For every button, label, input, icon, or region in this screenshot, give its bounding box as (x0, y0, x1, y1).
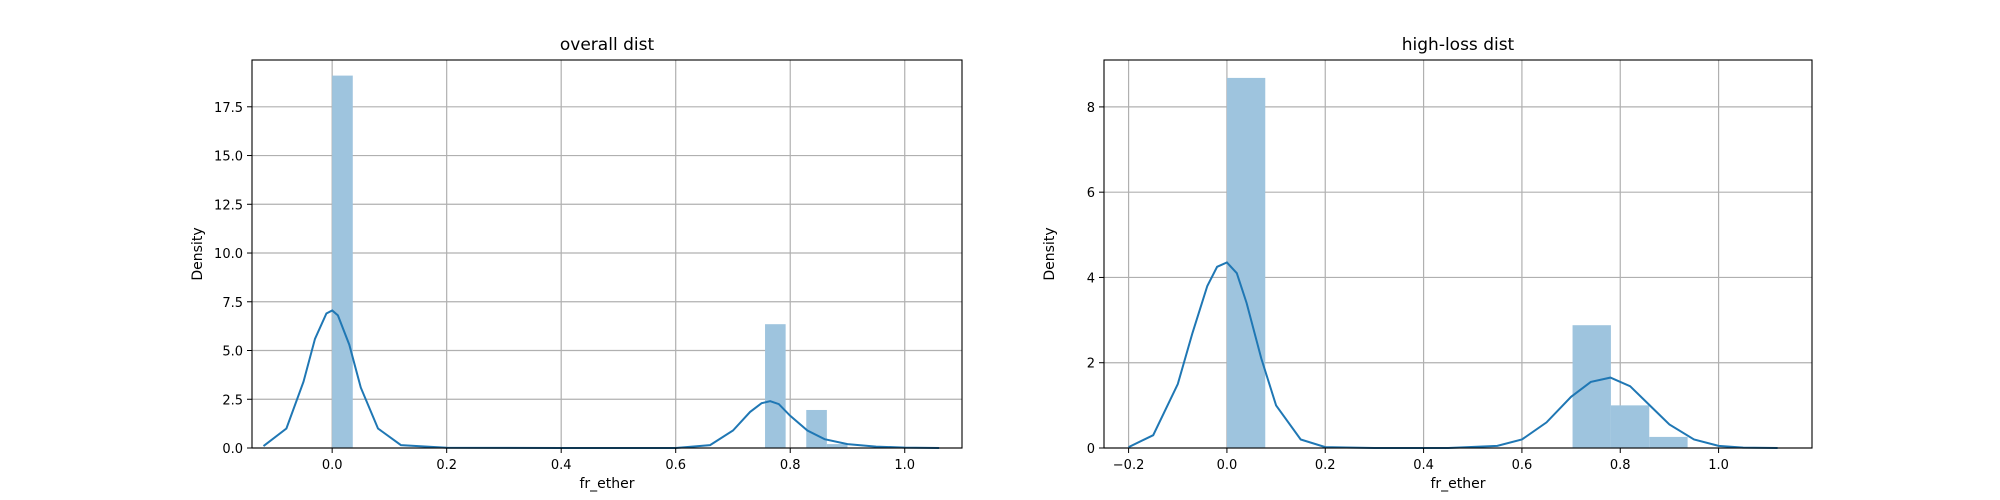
x-tick-label: 1.0 (894, 458, 915, 473)
x-tick-label: 0.4 (551, 458, 572, 473)
x-axis-label: fr_ether (1430, 476, 1485, 492)
y-tick-label: 2 (1087, 357, 1095, 372)
y-tick-label: 7.5 (222, 296, 243, 311)
y-axis-label: Density (1042, 227, 1058, 280)
y-tick-label: 10.0 (214, 247, 243, 262)
histogram-bar (806, 409, 827, 448)
y-tick-label: 2.5 (222, 393, 243, 408)
y-tick-label: 15.0 (214, 150, 243, 165)
chart-title: overall dist (560, 35, 655, 55)
chart-overall-dist: 0.0 0.2 0.4 0.6 0.8 1.0 0.0 2.5 5.0 7.5 10.0 12.5 15… (190, 35, 963, 492)
x-tick-label: 1.0 (1708, 458, 1729, 473)
x-tick-label: 0.8 (780, 458, 801, 473)
y-tick-label: 8 (1087, 101, 1095, 116)
x-tick-label: 0.0 (322, 458, 343, 473)
kde-line (1128, 261, 1778, 449)
y-tick-label: 12.5 (214, 198, 243, 213)
x-tick-label: 0.6 (665, 458, 686, 473)
histogram-bar (765, 324, 786, 448)
y-tick-label: 6 (1087, 186, 1095, 201)
x-tick-label: −0.2 (1113, 458, 1145, 473)
y-tick-label: 0 (1087, 442, 1095, 457)
histogram-bar (1572, 325, 1611, 448)
histogram-bar (826, 444, 848, 448)
plot-frame (251, 59, 963, 449)
x-tick-label: 0.0 (1217, 458, 1238, 473)
kde-line (262, 309, 940, 449)
x-tick-label: 0.2 (1315, 458, 1336, 473)
y-tick-label: 5.0 (222, 345, 243, 360)
y-axis-label: Density (190, 227, 206, 280)
y-tick-label: 0.0 (222, 442, 243, 457)
x-tick-label: 0.2 (436, 458, 457, 473)
x-axis-label: fr_ether (579, 476, 634, 492)
chart-title: high-loss dist (1402, 35, 1515, 55)
x-tick-label: 0.4 (1413, 458, 1434, 473)
y-tick-label: 4 (1087, 271, 1095, 286)
histogram-bar (1610, 405, 1650, 448)
histogram-bar (1226, 77, 1266, 449)
plot-frame (1103, 59, 1813, 449)
histogram-bar (332, 75, 353, 448)
x-tick-label: 0.8 (1610, 458, 1631, 473)
y-tick-label: 17.5 (214, 101, 243, 116)
histogram-bar (1649, 436, 1688, 448)
x-tick-label: 0.6 (1512, 458, 1533, 473)
chart-high-loss-dist: −0.2 0.0 0.2 0.4 0.6 0.8 1.0 0 2 4 6 8 high-loss dis… (1042, 35, 1813, 492)
